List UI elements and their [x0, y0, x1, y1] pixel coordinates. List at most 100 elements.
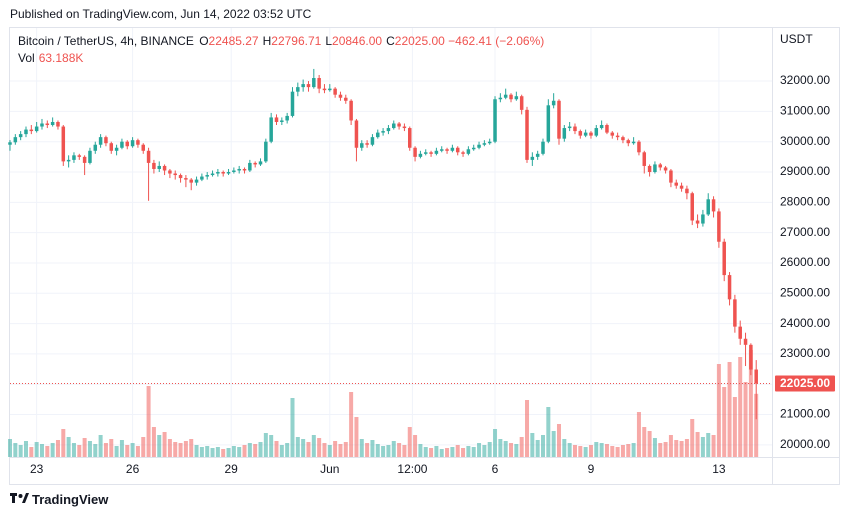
volume-bar: [157, 435, 162, 457]
volume-bar: [738, 357, 743, 457]
volume-bar: [535, 440, 540, 457]
candle-body: [711, 199, 716, 212]
candle-body: [130, 140, 135, 147]
candle-body: [546, 105, 551, 142]
candle-body: [450, 147, 455, 151]
candle-body: [50, 121, 55, 126]
ohlc-key: L: [325, 34, 333, 48]
volume-bar: [279, 445, 284, 457]
candle-body: [493, 99, 497, 142]
change: −462.41 (−2.06%): [448, 34, 545, 48]
volume-bar: [194, 445, 199, 457]
candle-body: [365, 143, 369, 145]
candle-body: [663, 167, 668, 171]
candle-body: [551, 100, 556, 106]
volume-bar: [546, 407, 551, 457]
volume-bar: [514, 444, 519, 457]
candle-body: [232, 170, 236, 173]
candle-body: [274, 117, 279, 122]
candle-body: [226, 172, 231, 174]
symbol: Bitcoin / TetherUS, 4h, BINANCE: [18, 34, 194, 48]
candle-body: [312, 78, 316, 88]
candle-body: [93, 144, 98, 151]
volume-bar: [519, 437, 524, 457]
candle-body: [280, 120, 284, 122]
volume-bar: [722, 387, 727, 457]
candle-body: [184, 178, 188, 180]
volume-bar: [317, 438, 322, 457]
volume-bar: [498, 439, 503, 457]
volume-bar: [8, 439, 12, 457]
candle-body: [189, 179, 193, 183]
candle-body: [589, 132, 593, 136]
candle-body: [519, 96, 524, 110]
legend: Bitcoin / TetherUS, 4h, BINANCE O22485.2…: [18, 34, 544, 48]
candle-body: [578, 131, 583, 136]
volume-bar: [130, 443, 135, 457]
volume-bar: [599, 443, 604, 457]
volume-bar: [55, 440, 60, 457]
candle-body: [194, 179, 199, 183]
volume-bar: [71, 443, 76, 457]
candle-body: [322, 88, 327, 91]
volume-bar: [477, 443, 482, 457]
volume-bar: [487, 442, 492, 457]
volume-bar: [285, 443, 290, 457]
volume-bar: [322, 443, 327, 457]
candle-body: [541, 141, 545, 154]
candle-body: [306, 84, 311, 88]
candle-body: [376, 132, 380, 138]
x-tick-label: 6: [492, 462, 499, 476]
y-tick-label: 21000.00: [780, 407, 830, 421]
volume-bar: [562, 439, 567, 457]
candle-body: [370, 137, 375, 145]
candle-body: [200, 176, 204, 180]
volume-bar: [231, 446, 236, 457]
candle-body: [573, 126, 577, 132]
volume-bar: [306, 442, 311, 457]
candle-body: [514, 96, 519, 100]
candle-body: [205, 175, 209, 177]
candle-body: [674, 182, 678, 186]
candle-body: [706, 199, 710, 215]
volume-bar: [567, 443, 572, 457]
candle-body: [434, 150, 439, 154]
candle-body: [360, 143, 364, 148]
volume-bar: [66, 437, 71, 457]
volume-bar: [258, 442, 263, 457]
candle-body: [178, 175, 183, 179]
volume-bar: [732, 397, 737, 457]
candle-body: [461, 152, 465, 154]
volume-bar: [354, 417, 359, 457]
volume-bar: [178, 443, 183, 457]
candle-body: [626, 140, 631, 144]
volume-bar: [391, 441, 396, 457]
volume-bar: [482, 445, 487, 457]
candle-body: [615, 135, 620, 138]
candle-body: [45, 123, 50, 126]
candle-body: [754, 369, 758, 384]
candle-body: [530, 156, 535, 160]
x-tick-label: 13: [712, 462, 726, 476]
volume-bar: [183, 441, 188, 457]
volume-bar: [125, 445, 130, 457]
candle-body: [498, 97, 503, 100]
candle-body: [120, 141, 124, 148]
x-tick-label: 12:00: [397, 462, 427, 476]
volume-bar: [642, 427, 647, 457]
volume-bar: [103, 443, 108, 457]
last-price-box: [775, 375, 835, 392]
candle-body: [727, 275, 732, 300]
candle-body: [77, 155, 82, 157]
volume-bar: [711, 435, 716, 457]
volume-bar: [679, 441, 684, 457]
y-tick-label: 20000.00: [780, 437, 830, 451]
volume-bar: [146, 386, 151, 457]
volume-bar: [375, 444, 380, 457]
candle-body: [210, 173, 215, 176]
candle-body: [487, 141, 492, 144]
y-tick-label: 25000.00: [780, 285, 830, 299]
volume-bar: [365, 443, 370, 457]
volume-bar: [151, 427, 156, 457]
